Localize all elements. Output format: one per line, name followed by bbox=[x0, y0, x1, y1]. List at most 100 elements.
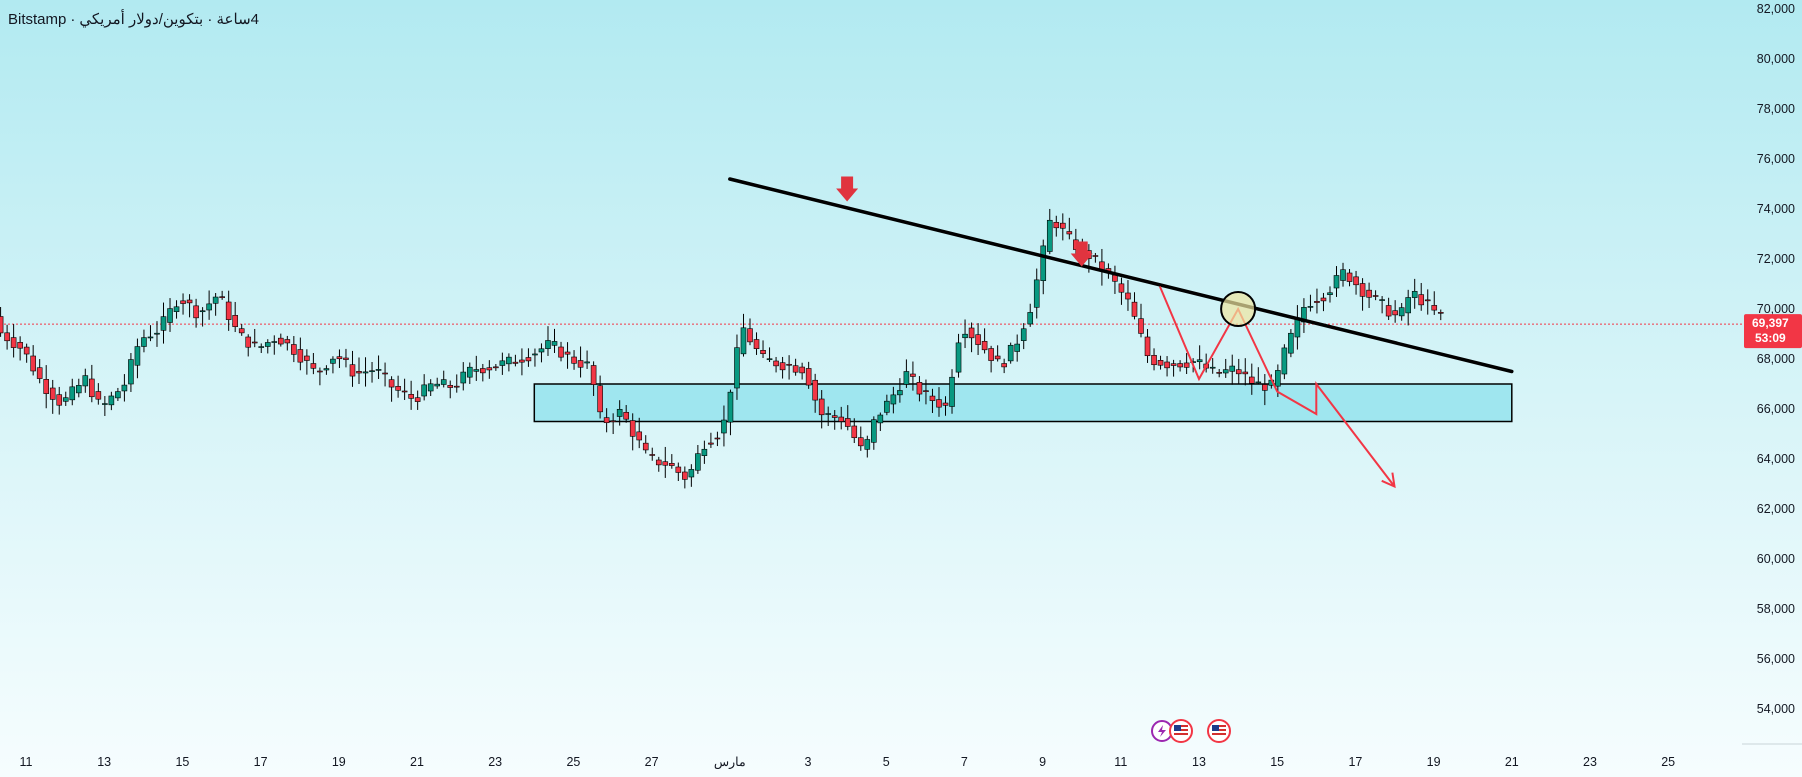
candle bbox=[206, 290, 212, 320]
candle bbox=[577, 346, 584, 378]
candle bbox=[17, 336, 23, 361]
candle bbox=[1314, 288, 1320, 314]
candle bbox=[310, 353, 317, 375]
candle bbox=[519, 348, 525, 376]
candle bbox=[0, 306, 4, 337]
candle bbox=[571, 350, 577, 370]
candle bbox=[1405, 289, 1411, 326]
candle bbox=[493, 363, 499, 371]
us-flag-icon[interactable] bbox=[1169, 719, 1193, 743]
candle bbox=[760, 340, 766, 359]
candle bbox=[89, 364, 95, 403]
candle bbox=[1157, 355, 1164, 370]
projection-arrowhead bbox=[1381, 472, 1396, 489]
candle bbox=[805, 361, 812, 389]
candle bbox=[1131, 292, 1138, 320]
candle bbox=[740, 313, 747, 357]
support-zone[interactable] bbox=[533, 383, 1513, 423]
candle bbox=[278, 333, 284, 347]
candle bbox=[721, 405, 727, 447]
candle bbox=[714, 431, 721, 447]
x-tick-label: 3 bbox=[805, 755, 812, 769]
candle bbox=[525, 348, 532, 367]
candle bbox=[642, 435, 649, 454]
candle bbox=[219, 290, 225, 300]
x-tick-label: 19 bbox=[1427, 755, 1441, 769]
candle bbox=[923, 379, 929, 405]
breakout-circle[interactable] bbox=[1220, 291, 1257, 327]
candle bbox=[981, 328, 988, 354]
candle bbox=[1437, 309, 1444, 321]
candle bbox=[538, 343, 545, 363]
candle bbox=[245, 334, 252, 357]
candle bbox=[434, 377, 441, 389]
x-tick-label: 17 bbox=[254, 755, 268, 769]
candle bbox=[669, 454, 675, 469]
candle bbox=[167, 298, 173, 332]
candle bbox=[929, 388, 936, 414]
candle bbox=[154, 321, 160, 347]
x-tick-label: 21 bbox=[1505, 755, 1519, 769]
candle bbox=[584, 350, 590, 369]
candle bbox=[962, 319, 968, 349]
y-tick-label: 54,000 bbox=[1757, 702, 1795, 716]
candle bbox=[23, 343, 30, 363]
candle bbox=[1398, 303, 1405, 321]
candle bbox=[480, 363, 486, 382]
candle bbox=[838, 406, 845, 430]
resistance-trendline[interactable] bbox=[728, 177, 1514, 374]
candle bbox=[734, 334, 740, 400]
candle bbox=[1340, 262, 1346, 287]
candle bbox=[857, 426, 864, 451]
candle bbox=[903, 359, 910, 388]
candle bbox=[545, 326, 551, 356]
candle bbox=[916, 376, 923, 402]
candle bbox=[1066, 217, 1073, 240]
candle bbox=[486, 360, 493, 379]
candle bbox=[102, 396, 108, 416]
candle bbox=[284, 335, 291, 351]
candle bbox=[532, 348, 538, 367]
candle bbox=[1183, 353, 1190, 374]
candle bbox=[851, 418, 858, 444]
candle bbox=[1301, 298, 1307, 333]
candle bbox=[382, 362, 388, 387]
candle bbox=[375, 355, 382, 379]
candle bbox=[675, 462, 682, 482]
candle bbox=[1001, 358, 1007, 374]
candle bbox=[695, 445, 701, 474]
candle bbox=[629, 413, 636, 451]
projection-path[interactable] bbox=[1158, 286, 1396, 488]
us-flag-icon[interactable] bbox=[1207, 719, 1231, 743]
candle bbox=[1424, 289, 1431, 315]
candles bbox=[0, 208, 1444, 489]
candle bbox=[636, 417, 643, 449]
candle bbox=[1242, 358, 1249, 386]
candle bbox=[440, 370, 447, 388]
x-tick-label: مارس bbox=[714, 755, 746, 770]
chart-title: Bitstamp · 4ساعة · بتكوين/دولار أمريكي bbox=[8, 11, 259, 28]
candle bbox=[1040, 239, 1047, 295]
y-tick-label: 66,000 bbox=[1757, 402, 1795, 416]
event-icons[interactable] bbox=[1151, 719, 1231, 743]
candle bbox=[173, 300, 180, 319]
candle bbox=[1033, 268, 1040, 319]
candle bbox=[799, 362, 805, 380]
x-tick-label: 9 bbox=[1039, 755, 1046, 769]
x-axis[interactable]: 11 13 15 17 19 21 23 25 27 مارس 3 5 7 9 11 13 15 17 19 21 23… bbox=[20, 755, 1676, 770]
candle bbox=[466, 362, 473, 384]
candle bbox=[1418, 282, 1425, 311]
candle bbox=[180, 293, 186, 315]
candle bbox=[115, 387, 121, 401]
candle bbox=[56, 386, 63, 415]
candle bbox=[655, 456, 662, 472]
candle bbox=[388, 376, 395, 402]
candle bbox=[193, 298, 199, 328]
candle bbox=[69, 378, 76, 406]
candle bbox=[897, 378, 903, 403]
y-axis[interactable]: 82,000 80,000 78,000 76,000 74,000 72,000 70,0… bbox=[1757, 2, 1795, 716]
candle bbox=[304, 349, 310, 375]
candle-countdown: 53:09 bbox=[1755, 331, 1786, 345]
candle bbox=[818, 390, 825, 429]
